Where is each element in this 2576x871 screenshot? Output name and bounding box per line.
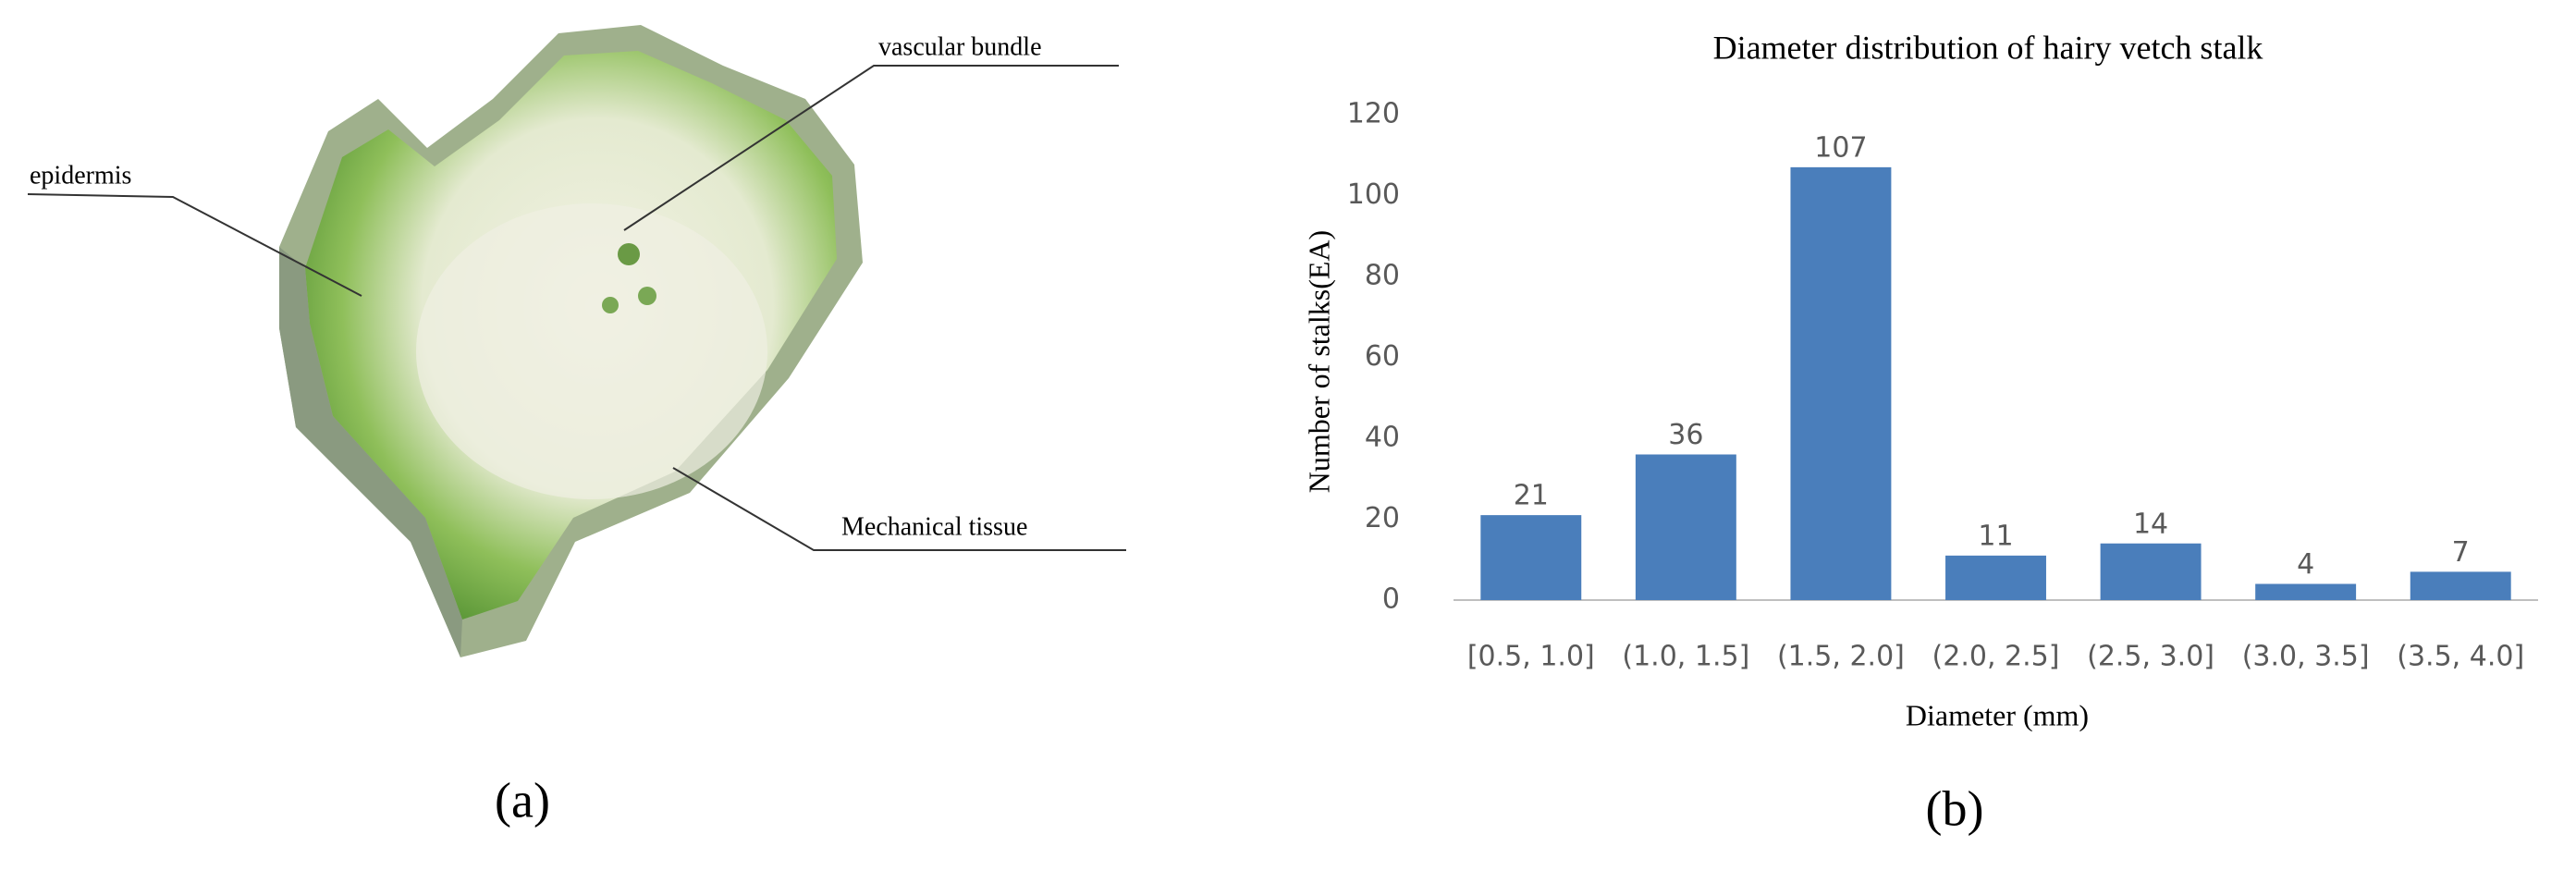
y-tick-label: 100 [1347, 178, 1400, 211]
data-label: 4 [2297, 548, 2314, 581]
data-label: 7 [2452, 536, 2470, 569]
x-tick-label: (1.5, 2.0] [1777, 641, 1905, 673]
data-label: 14 [2133, 508, 2168, 540]
bar [1635, 454, 1736, 600]
leader-lines [27, 65, 1126, 551]
chart-title: Diameter distribution of hairy vetch sta… [1713, 29, 2263, 66]
bar [1790, 166, 1892, 600]
stalk-photo [279, 25, 863, 657]
bar [1945, 555, 2046, 600]
panel-label: (a) [495, 772, 550, 828]
x-tick-label: (2.5, 3.0] [2087, 641, 2214, 673]
data-label: 21 [1514, 480, 1549, 512]
y-tick-label: 40 [1365, 422, 1400, 454]
bar [1480, 515, 1582, 600]
y-tick-label: 20 [1365, 502, 1400, 534]
y-tick-label: 120 [1347, 98, 1400, 130]
x-tick-label: (3.5, 4.0] [2397, 641, 2524, 673]
x-tick-label: (1.0, 1.5] [1622, 641, 1749, 673]
y-tick-label: 60 [1365, 340, 1400, 373]
bar [2100, 543, 2202, 600]
bar [2255, 583, 2357, 600]
panel-label: (b) [1926, 780, 1984, 836]
data-label: 36 [1668, 419, 1703, 451]
x-axis-label: Diameter (mm) [1906, 698, 2089, 731]
y-tick-label: 0 [1382, 583, 1400, 616]
x-tick-label: [0.5, 1.0] [1467, 641, 1595, 673]
data-label: 107 [1814, 131, 1867, 164]
x-tick-label: (2.0, 2.5] [1932, 641, 2060, 673]
annotation: epidermis [30, 161, 131, 190]
x-tick-label: (3.0, 3.5] [2242, 641, 2370, 673]
bar [2410, 571, 2511, 600]
y-axis-label: Number of stalks(EA) [1302, 230, 1335, 493]
annotation: vascular bundle [878, 32, 1042, 61]
data-label: 11 [1978, 520, 2013, 552]
annotation: Mechanical tissue [841, 512, 1027, 541]
y-tick-label: 80 [1365, 260, 1400, 292]
